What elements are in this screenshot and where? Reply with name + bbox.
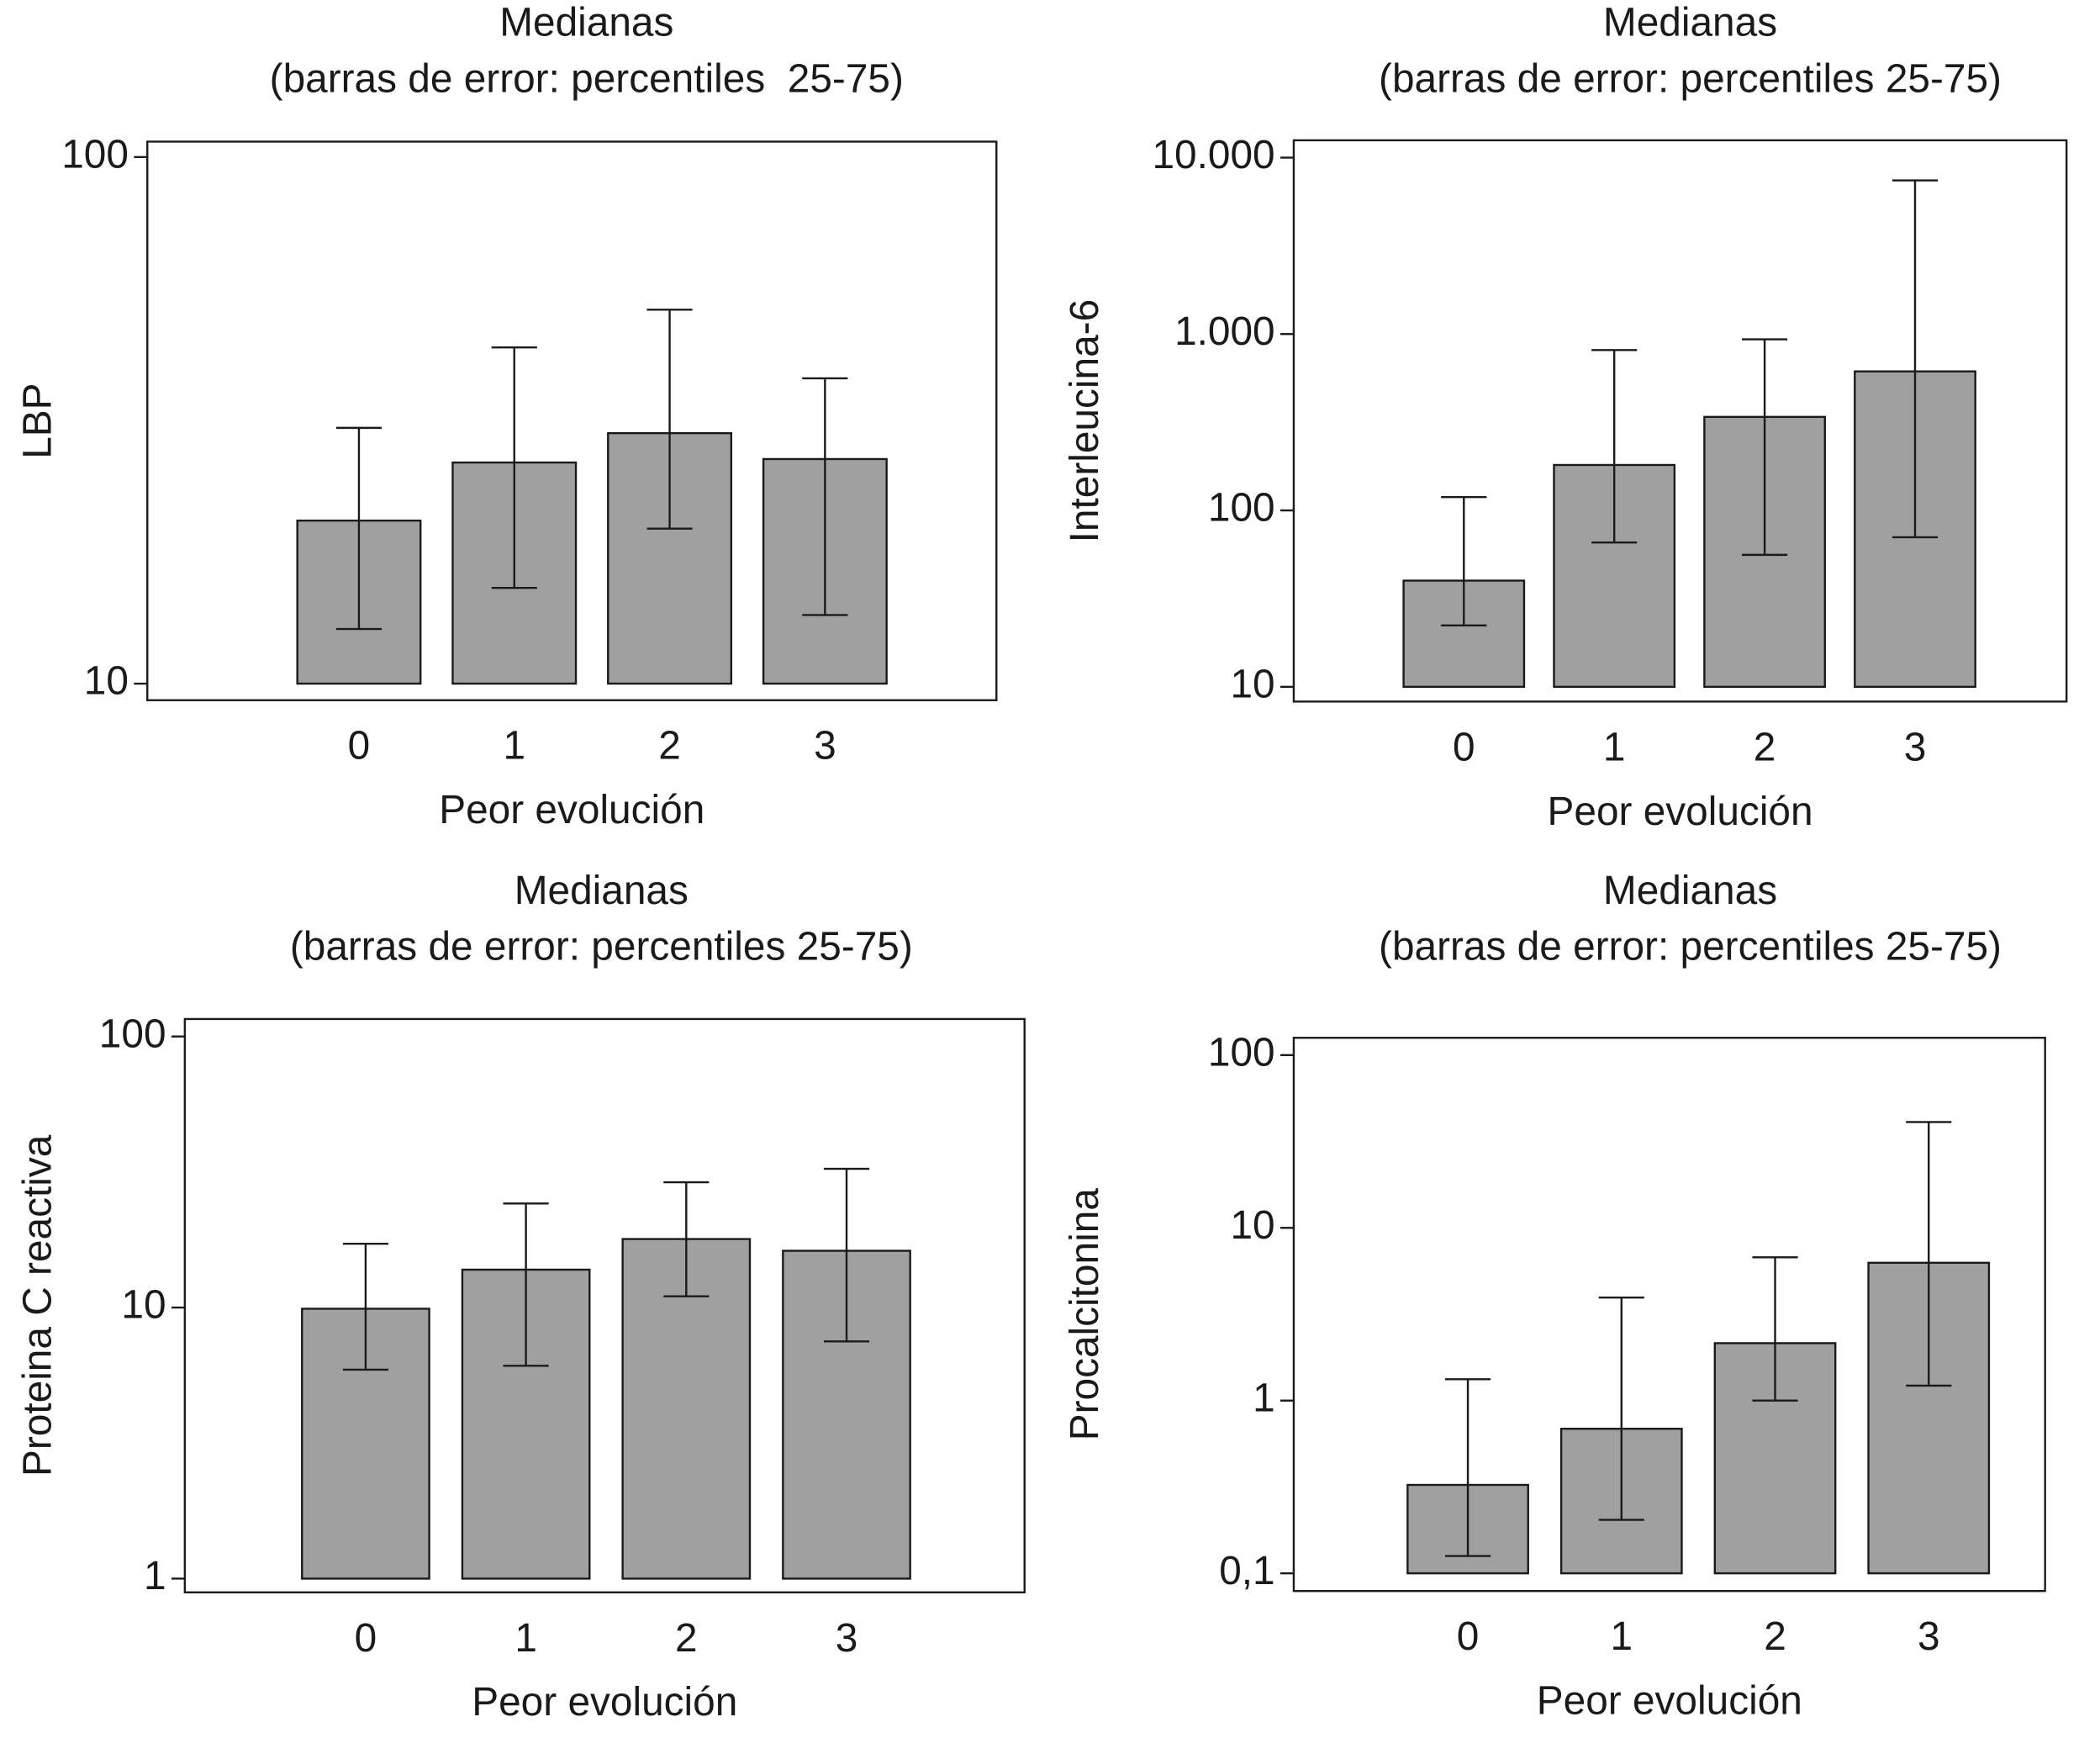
y-tick-label: 10.000 [1152,133,1274,177]
x-tick-label: 0 [348,724,371,769]
error-bar [1441,496,1487,626]
error-bar [1444,1378,1491,1557]
plot-frame [183,1017,1026,1593]
error-bar [1591,349,1638,544]
error-bar [491,346,537,589]
chart-subtitle: (barras de error: percentiles 25-75) [1379,925,2002,969]
y-tick-label: 1.000 [1174,309,1275,354]
x-axis-label: Peor evolución [439,788,704,832]
y-tick-label: 100 [1208,1030,1275,1075]
y-tick-label: 0,1 [1219,1549,1274,1593]
y-tick-label: 1 [144,1554,166,1598]
x-tick-label: 0 [1453,725,1475,769]
chart-subtitle: (barras de error: percentiles 25-75) [1379,56,2002,101]
x-tick-label: 2 [675,1616,698,1661]
y-tick-label: 10 [1230,1203,1274,1248]
y-tick-label: 100 [99,1012,166,1056]
x-tick-label: 0 [355,1616,377,1661]
y-axis-label: Interleucina-6 [1063,299,1107,543]
error-bar [1752,1256,1798,1402]
error-bar [503,1202,549,1367]
error-bar [663,1181,710,1297]
chart-title: Medianas [499,0,673,45]
y-tick-label: 1 [1253,1376,1275,1420]
x-tick-label: 3 [814,724,836,769]
x-tick-label: 1 [1610,1614,1633,1659]
error-bar [342,1242,389,1371]
y-axis-label: LBP [15,383,60,458]
chart-subtitle: (barras de error: percentiles 25-75) [270,56,904,101]
chart-title: Medianas [514,869,689,913]
y-tick-label: 10 [121,1283,166,1328]
x-axis-label: Peor evolución [1548,790,1813,834]
x-tick-label: 1 [1603,725,1626,769]
error-bar [1742,338,1788,557]
x-tick-label: 3 [1918,1614,1940,1659]
x-tick-label: 0 [1457,1614,1480,1659]
chart-title: Medianas [1603,0,1777,45]
error-bar [646,309,693,530]
y-tick-label: 10 [1230,662,1274,706]
x-tick-label: 1 [514,1616,537,1661]
x-tick-label: 2 [658,724,681,769]
plot-frame [146,140,998,701]
x-tick-label: 3 [836,1616,858,1661]
y-axis-label: Procalcitonina [1063,1188,1107,1441]
y-tick-label: 10 [84,659,129,704]
x-tick-label: 2 [1754,725,1776,769]
chart-subtitle: (barras de error: percentiles 25-75) [290,925,913,969]
error-bar [802,377,848,616]
error-bar [823,1167,870,1343]
chart-title: Medianas [1603,869,1777,913]
x-tick-label: 2 [1764,1614,1786,1659]
error-bar [1892,179,1939,539]
x-axis-label: Peor evolución [1537,1679,1802,1724]
plot-frame [1292,1037,2046,1593]
x-tick-label: 1 [503,724,525,769]
y-tick-label: 100 [61,132,129,177]
error-bar [1906,1121,1952,1387]
error-bar [1598,1296,1644,1521]
x-axis-label: Peor evolución [472,1680,737,1725]
y-tick-label: 100 [1208,486,1275,531]
x-tick-label: 3 [1904,725,1927,769]
error-bar [335,426,383,631]
y-axis-label: Proteina C reactiva [15,1134,60,1477]
plot-frame [1292,139,2068,703]
